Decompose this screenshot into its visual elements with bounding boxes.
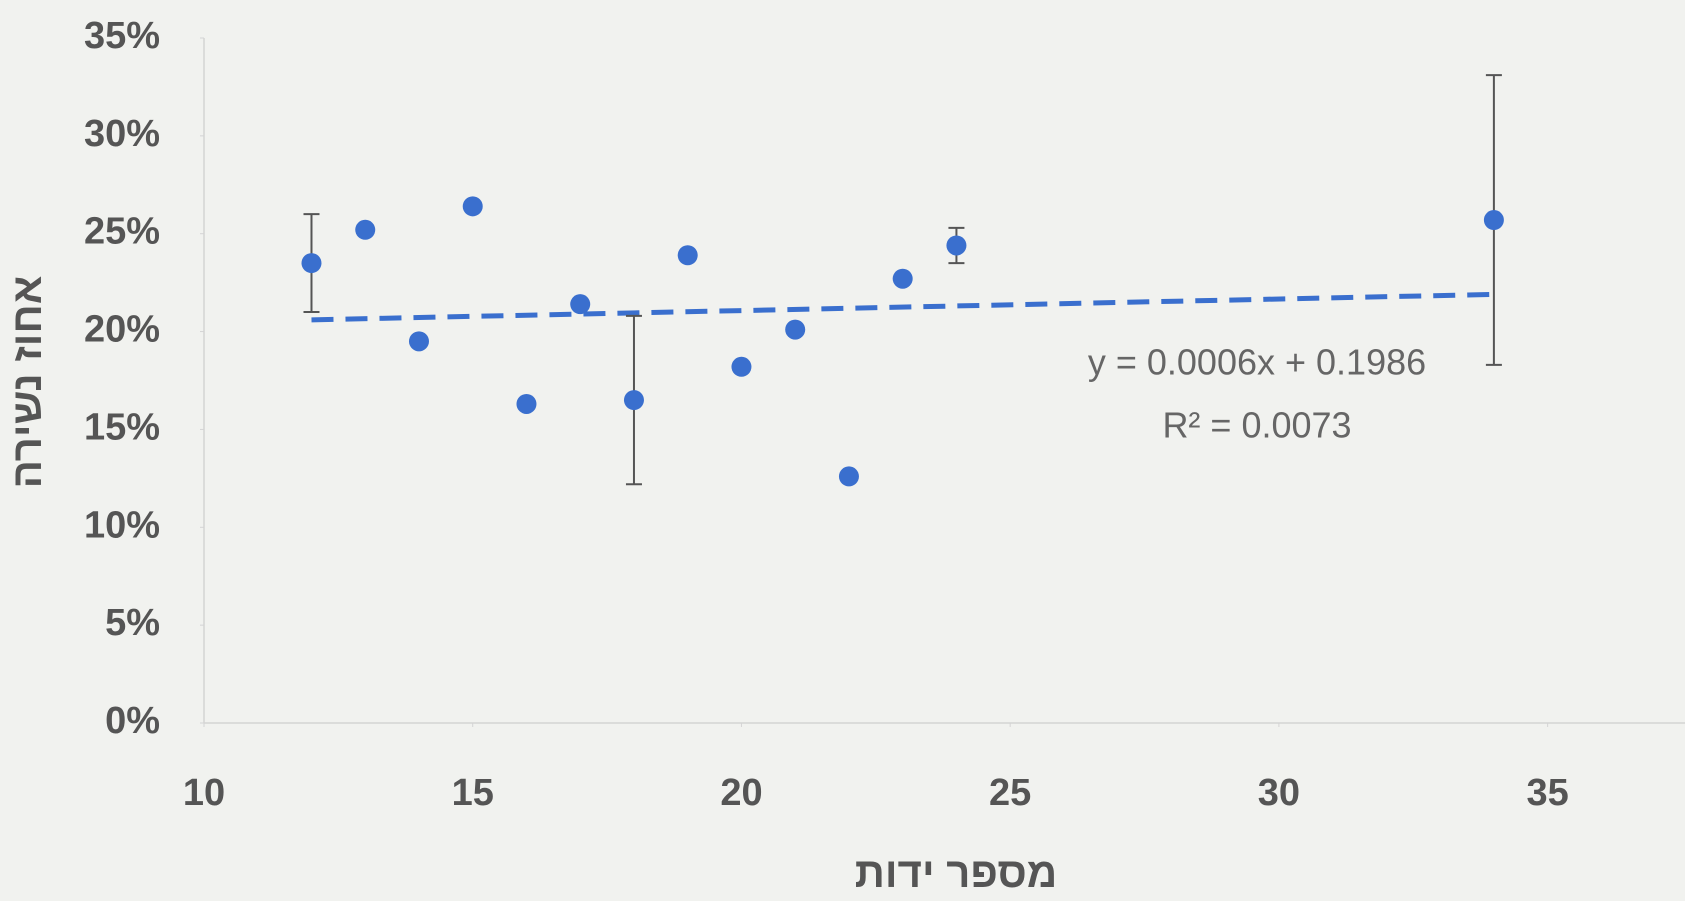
point xyxy=(946,235,967,256)
y-tick-label: 35% xyxy=(84,15,160,57)
x-axis-title: מספר ידות xyxy=(855,849,1058,896)
point xyxy=(731,356,752,377)
point xyxy=(677,245,698,266)
point xyxy=(785,319,806,340)
y-tick-label: 0% xyxy=(105,700,160,742)
y-tick-label: 25% xyxy=(84,211,160,253)
x-tick-label: 15 xyxy=(452,772,494,814)
trend-r2: R² = 0.0073 xyxy=(1162,405,1351,446)
point xyxy=(623,390,644,411)
point xyxy=(1483,210,1504,231)
x-tick-label: 30 xyxy=(1258,772,1300,814)
y-tick-label: 30% xyxy=(84,113,160,155)
point xyxy=(301,253,322,274)
point xyxy=(838,466,859,487)
point xyxy=(570,294,591,315)
point xyxy=(516,393,537,414)
point xyxy=(892,268,913,289)
y-tick-label: 20% xyxy=(84,309,160,351)
trend-equation: y = 0.0006x + 0.1986 xyxy=(1088,342,1426,383)
point xyxy=(355,219,376,240)
point xyxy=(462,196,483,217)
x-tick-label: 35 xyxy=(1526,772,1568,814)
y-tick-label: 15% xyxy=(84,406,160,448)
y-tick-label: 5% xyxy=(105,602,160,644)
y-axis-title: אחוז נשירה xyxy=(3,276,50,489)
y-tick-label: 10% xyxy=(84,504,160,546)
x-tick-label: 25 xyxy=(989,772,1031,814)
x-tick-label: 20 xyxy=(720,772,762,814)
x-tick-label: 10 xyxy=(183,772,225,814)
trendline xyxy=(311,291,1494,323)
point xyxy=(408,331,429,352)
